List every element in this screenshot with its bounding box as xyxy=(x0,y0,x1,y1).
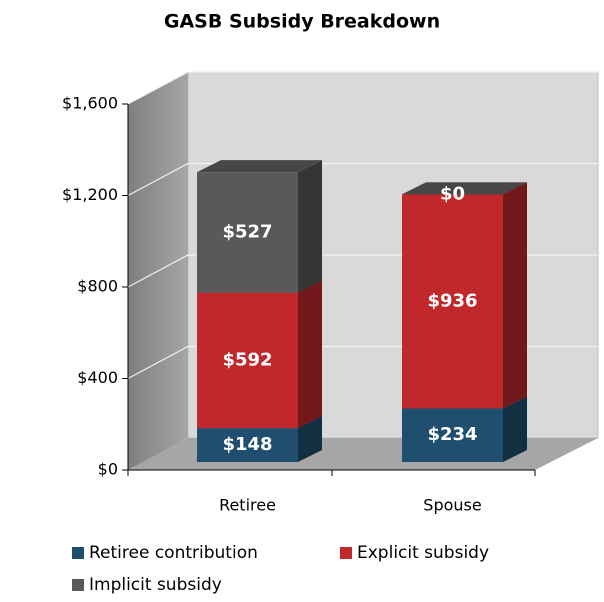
y-tick-label: $1,600 xyxy=(62,94,118,113)
chart-title: GASB Subsidy Breakdown xyxy=(164,11,440,33)
bar-side xyxy=(503,182,527,409)
bar-top xyxy=(197,160,322,173)
y-tick-label: $800 xyxy=(77,277,118,296)
y-tick-label: $1,200 xyxy=(62,185,118,204)
y-tick-label: $400 xyxy=(77,368,118,387)
legend-swatch xyxy=(72,547,84,559)
grid-line xyxy=(127,162,598,197)
legend-label: Retiree contribution xyxy=(89,543,258,563)
bar xyxy=(402,194,503,409)
bar-side xyxy=(298,280,322,429)
bar-side xyxy=(298,160,322,293)
data-label: $936 xyxy=(427,290,477,311)
bar xyxy=(402,408,503,462)
bar-top xyxy=(402,182,527,195)
bar xyxy=(197,292,298,429)
bar xyxy=(197,172,298,293)
legend-label: Implicit subsidy xyxy=(89,575,222,595)
y-tick-label: $0 xyxy=(98,460,118,479)
legend-label: Explicit subsidy xyxy=(357,543,489,563)
legend-swatch xyxy=(340,547,352,559)
grid-line xyxy=(127,71,598,105)
bar-side xyxy=(298,416,322,462)
data-label: $592 xyxy=(222,349,272,370)
data-label: $527 xyxy=(222,221,272,242)
data-label: $0 xyxy=(440,183,465,204)
bar xyxy=(197,428,298,462)
bar-side xyxy=(503,396,527,462)
data-label: $148 xyxy=(222,434,272,455)
data-label: $234 xyxy=(427,424,477,445)
x-tick-label: Retiree xyxy=(219,496,276,515)
legend-swatch xyxy=(72,579,84,591)
x-tick-label: Spouse xyxy=(423,496,481,515)
